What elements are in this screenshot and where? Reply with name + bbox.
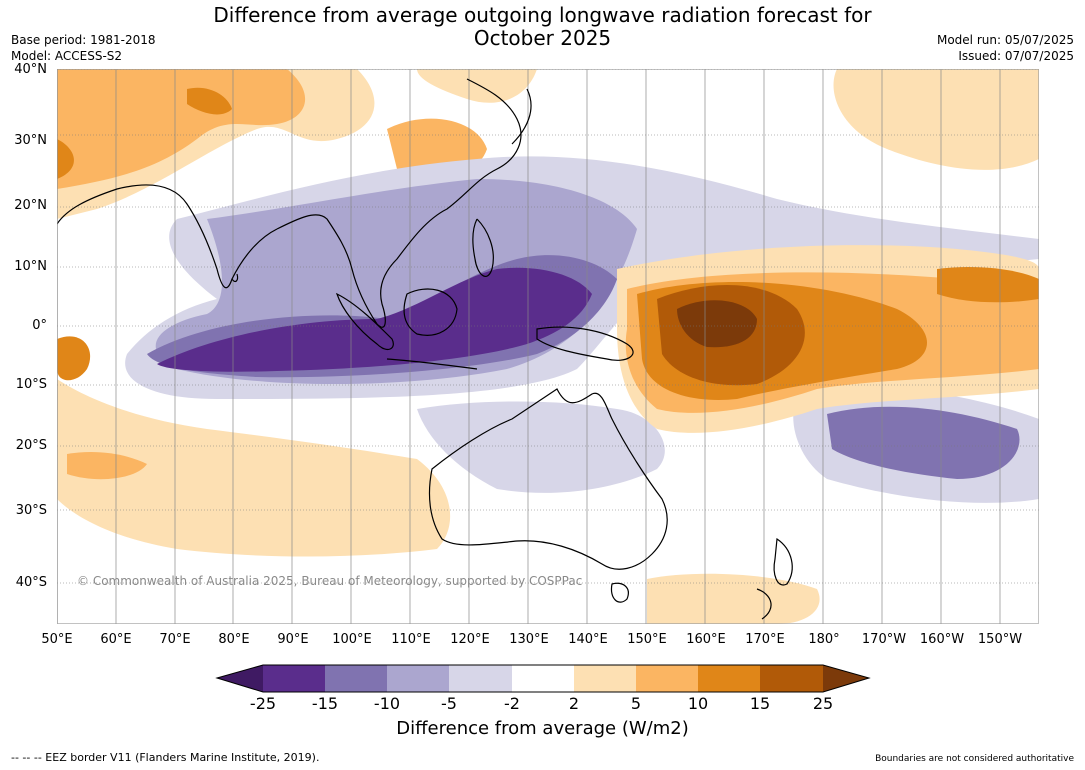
lat-label-equator: 0° [32,318,47,333]
colorbar-swatch-7 [636,665,698,692]
title-line-1: Difference from average outgoing longwav… [213,3,872,27]
lat-label-20n: 20°N [14,198,47,213]
lat-label-40s: 40°S [15,575,47,590]
asia-coast [276,78,522,328]
title-line-2: October 2025 [473,26,612,50]
lat-label-30s: 30°S [15,503,47,518]
sumatra-coast [335,292,394,351]
colorbar [215,664,871,693]
coastlines [57,78,793,620]
colorbar-swatch-1 [263,665,325,692]
lon-label-60e: 60°E [100,632,132,647]
colorbar-label-3: -10 [373,694,401,713]
lat-label-20s: 20°S [15,438,47,453]
colorbar-label-8: 10 [687,694,709,713]
anomaly-contours [57,69,1039,624]
colorbar-swatch-3 [387,665,449,692]
lat-label-10n: 10°N [14,259,47,274]
india-coast [57,184,278,289]
meta-left: Base period: 1981-2018 Model: ACCESS-S2 [11,32,156,64]
lon-label-130e: 130°E [509,632,549,647]
lon-label-110e: 110°E [391,632,431,647]
issued-date: Issued: 07/07/2025 [958,49,1074,63]
lat-label-10s: 10°S [15,377,47,392]
colorbar-label-10: 25 [812,694,834,713]
colorbar-swatch-5 [512,665,574,692]
map-title: Difference from average outgoing longwav… [0,4,1085,50]
colorbar-low-extend [217,665,263,692]
lon-label-80e: 80°E [218,632,250,647]
lon-label-50e: 50°E [41,632,73,647]
lon-label-100e: 100°E [332,632,372,647]
colorbar-swatch-6 [574,665,636,692]
australia-coast [428,388,668,570]
boundaries-note: Boundaries are not considered authoritat… [875,754,1074,764]
base-period: Base period: 1981-2018 [11,33,156,47]
colorbar-outline [215,664,871,693]
colorbar-label-6: 2 [568,694,580,713]
anomaly-map [57,69,1039,624]
colorbar-label-4: -5 [441,694,457,713]
meta-right: Model run: 05/07/2025 Issued: 07/07/2025 [937,32,1074,64]
lon-label-170w: 170°W [861,632,907,647]
nz-south-coast [756,588,772,620]
lon-label-160w: 160°W [919,632,965,647]
lon-label-150e: 150°E [627,632,667,647]
copyright-notice: © Commonwealth of Australia 2025, Bureau… [77,574,583,588]
tasmania-coast [610,582,629,603]
colorbar-label-2: -15 [311,694,339,713]
lon-label-170e: 170°E [745,632,785,647]
philippines-coast [472,218,494,277]
colorbar-swatch-9 [760,665,823,692]
meridians [57,69,1001,624]
colorbar-swatch-8 [698,665,760,692]
borneo-coast [403,288,458,336]
lon-label-70e: 70°E [159,632,191,647]
model-name: Model: ACCESS-S2 [11,49,123,63]
colorbar-label-7: 5 [630,694,642,713]
lon-label-140e: 140°E [568,632,608,647]
model-run: Model run: 05/07/2025 [936,33,1074,47]
japan-coast [511,88,532,145]
lat-label-30n: 30°N [14,133,47,148]
lon-label-90e: 90°E [277,632,309,647]
map-frame [57,69,1039,624]
nz-north-coast [773,537,793,586]
colorbar-swatch-2 [325,665,387,692]
lat-label-40n: 40°N [14,62,47,77]
colorbar-title: Difference from average (W/m2) [396,718,689,739]
colorbar-label-1: -25 [249,694,277,713]
colorbar-label-5: -2 [504,694,520,713]
lon-label-160e: 160°E [686,632,726,647]
new-guinea-coast [536,326,634,361]
sri-lanka-coast [231,273,239,283]
eez-note: -- -- -- EEZ border V11 (Flanders Marine… [11,751,320,764]
lon-label-180: 180° [808,632,840,647]
colorbar-swatch-4 [449,665,512,692]
java-coast [386,358,478,370]
colorbar-label-9: 15 [749,694,771,713]
lon-label-120e: 120°E [450,632,490,647]
colorbar-high-extend [823,665,869,692]
lon-label-150w: 150°W [977,632,1023,647]
